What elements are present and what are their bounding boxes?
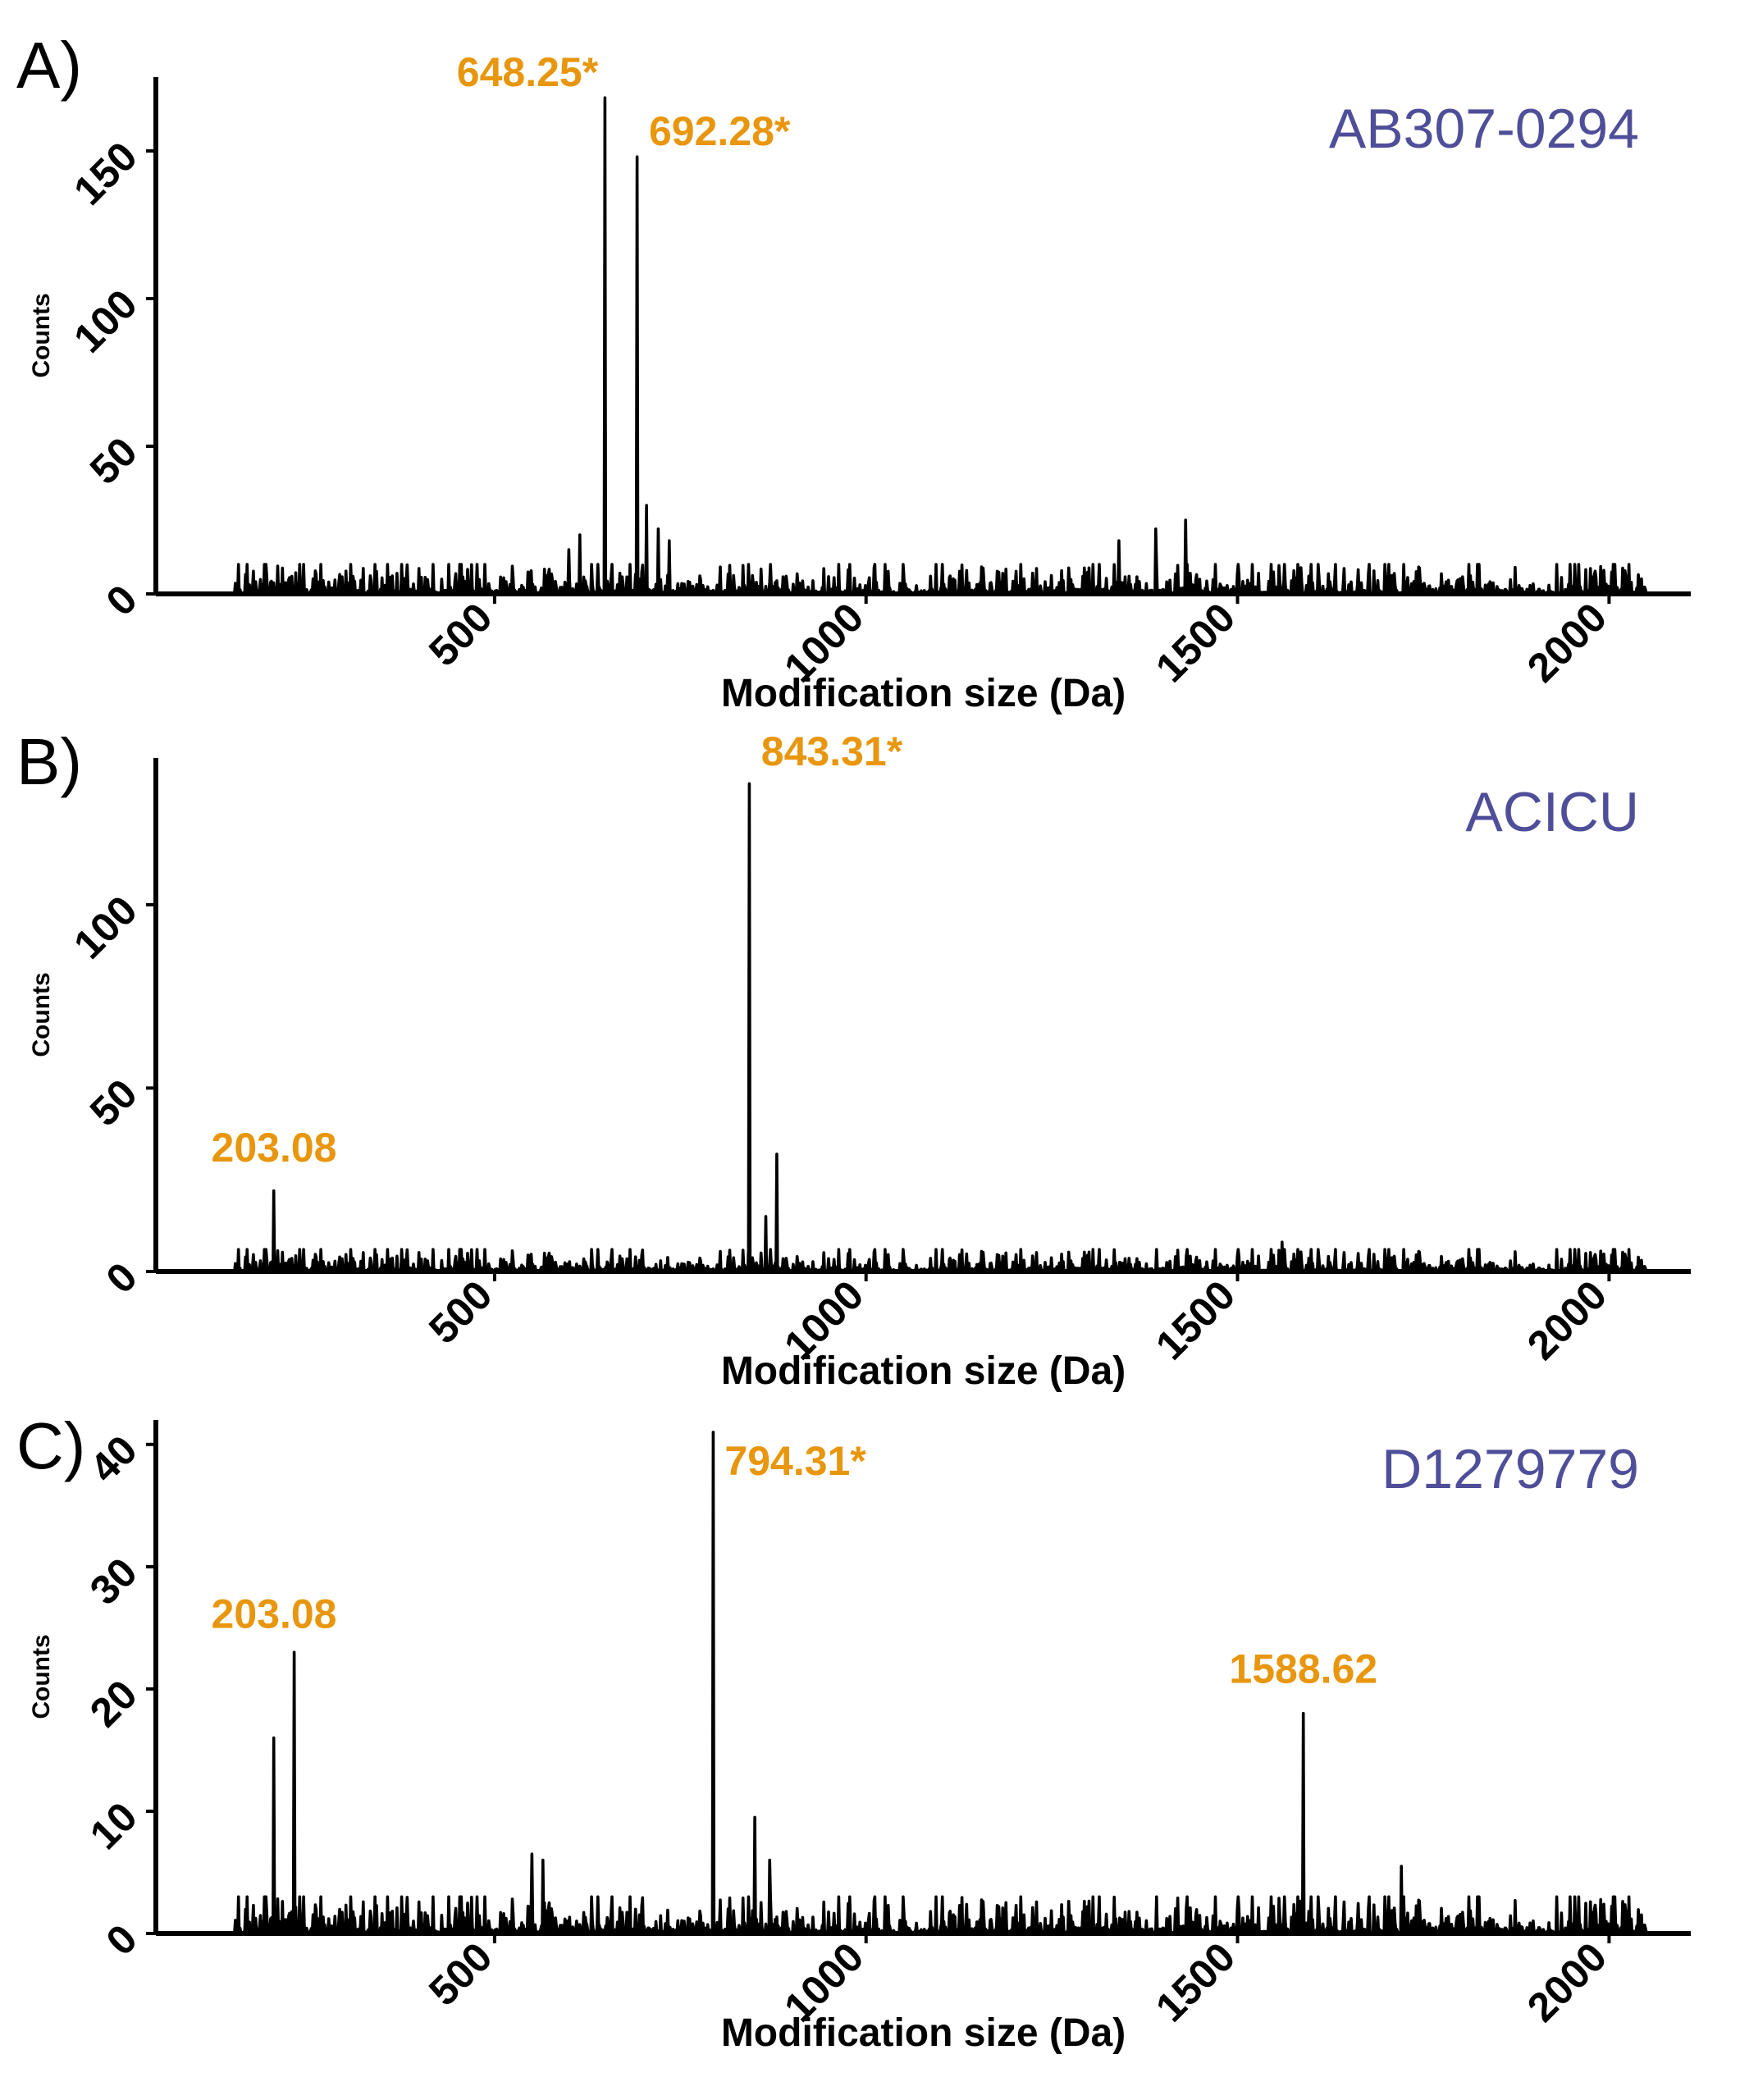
svg-text:843.31*: 843.31* <box>761 728 903 774</box>
svg-text:ACICU: ACICU <box>1465 781 1639 843</box>
svg-text:Modification size (Da): Modification size (Da) <box>721 2011 1126 2055</box>
svg-text:203.08: 203.08 <box>212 1125 337 1171</box>
svg-text:D1279779: D1279779 <box>1381 1438 1639 1500</box>
svg-text:Modification size (Da): Modification size (Da) <box>721 672 1126 715</box>
svg-text:203.08: 203.08 <box>212 1591 337 1637</box>
svg-text:1588.62: 1588.62 <box>1229 1646 1377 1692</box>
svg-text:B): B) <box>16 725 82 798</box>
svg-text:648.25*: 648.25* <box>457 49 599 95</box>
svg-text:Modification size (Da): Modification size (Da) <box>721 1349 1126 1393</box>
svg-text:Counts: Counts <box>28 972 55 1057</box>
svg-text:Counts: Counts <box>28 1634 55 1719</box>
svg-text:Counts: Counts <box>28 293 55 377</box>
svg-text:A): A) <box>16 29 82 102</box>
svg-text:794.31*: 794.31* <box>724 1438 866 1484</box>
svg-text:AB307-0294: AB307-0294 <box>1329 98 1639 160</box>
svg-text:C): C) <box>16 1409 85 1482</box>
svg-text:692.28*: 692.28* <box>649 108 791 154</box>
